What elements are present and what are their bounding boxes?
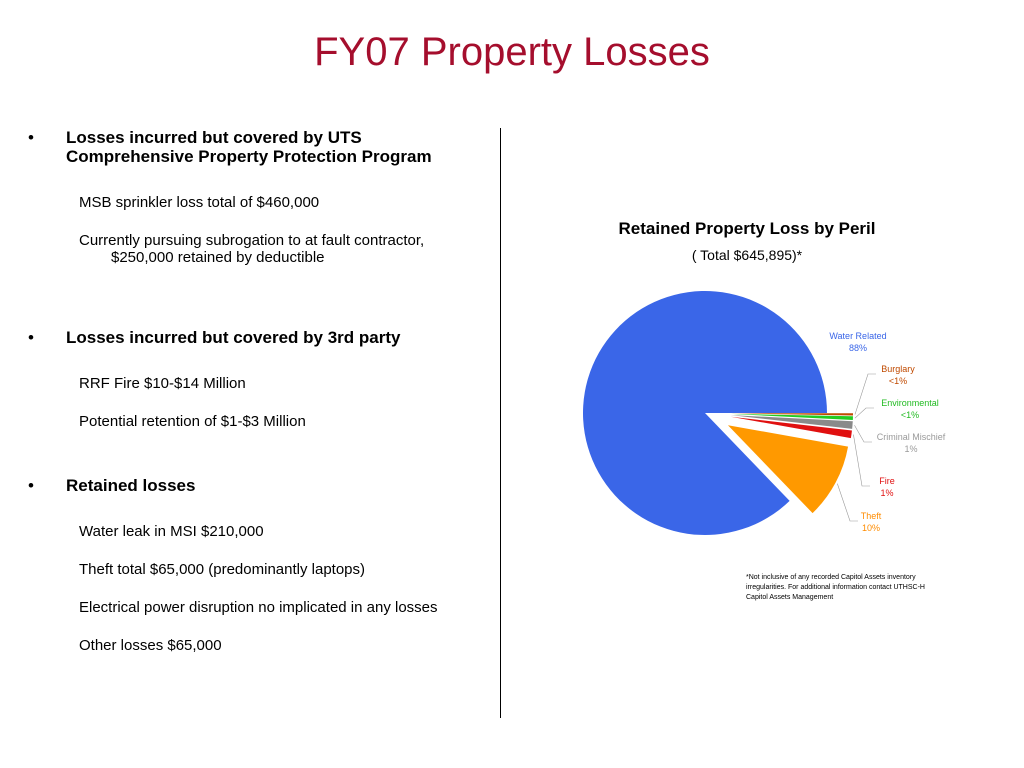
pie-slice-burglary	[730, 413, 853, 416]
slice-name-label: Criminal Mischief	[877, 432, 946, 442]
pie-slice-criminal-mischief	[730, 415, 853, 429]
slice-name-label: Water Related	[829, 331, 886, 341]
bullet-heading-text: Retained losses	[66, 476, 196, 495]
leader-line	[853, 434, 870, 487]
bullet-marker: •	[28, 476, 34, 495]
bullet-marker: •	[28, 128, 34, 147]
pie-slice-fire	[730, 416, 852, 439]
bullet-heading-text: Losses incurred but covered by UTS Compr…	[66, 128, 432, 166]
chart-title: Retained Property Loss by Peril	[618, 219, 876, 238]
pie-slice-theft	[727, 425, 849, 514]
bullet-heading: • Losses incurred but covered by UTS Com…	[28, 128, 478, 166]
leader-line	[854, 407, 874, 419]
bullet-section: • Losses incurred but covered by UTS Com…	[28, 128, 478, 266]
slice-percent-label: <1%	[889, 376, 907, 386]
sub-item: Currently pursuing subrogation to at fau…	[79, 232, 425, 266]
bullet-section: • Retained losses Water leak in MSI $210…	[28, 476, 478, 654]
column-divider	[500, 128, 501, 718]
slice-name-label: Fire	[879, 476, 895, 486]
slice-percent-label: 10%	[862, 523, 880, 533]
bullet-heading-text: Losses incurred but covered by 3rd party	[66, 328, 401, 347]
sub-item: RRF Fire $10-$14 Million	[79, 375, 246, 392]
sub-item: MSB sprinkler loss total of $460,000	[79, 194, 320, 211]
sub-item: Water leak in MSI $210,000	[79, 523, 264, 540]
sub-item: Other losses $65,000	[79, 637, 222, 654]
page-title: FY07 Property Losses	[314, 30, 710, 74]
slice-percent-label: <1%	[901, 410, 919, 420]
pie-slices	[582, 291, 853, 536]
bullet-marker: •	[28, 328, 34, 347]
slice-percent-label: 1%	[880, 488, 893, 498]
sub-item: Theft total $65,000 (predominantly lapto…	[79, 561, 366, 578]
slice-name-label: Theft	[861, 511, 882, 521]
chart-subtitle: ( Total $645,895)*	[691, 247, 803, 263]
slice-percent-label: 88%	[849, 343, 867, 353]
pie-slice-environmental	[730, 413, 853, 421]
sub-item: Potential retention of $1-$3 Million	[79, 413, 306, 430]
bullet-list: • Losses incurred but covered by UTS Com…	[28, 128, 478, 654]
bullet-section: • Losses incurred but covered by 3rd par…	[28, 328, 478, 430]
leader-line	[837, 483, 858, 522]
leader-line	[854, 425, 872, 443]
chart-footnote: *Not inclusive of any recorded Capitol A…	[746, 574, 925, 601]
slice-name-label: Burglary	[881, 364, 915, 374]
pie-slice-water-related	[582, 291, 827, 536]
bullet-heading: • Losses incurred but covered by 3rd par…	[28, 328, 478, 347]
slice-percent-label: 1%	[904, 444, 917, 454]
leader-line	[854, 373, 876, 415]
bullet-heading: • Retained losses	[28, 476, 478, 495]
sub-item: Electrical power disruption no implicate…	[79, 599, 438, 616]
slice-name-label: Environmental	[881, 398, 939, 408]
